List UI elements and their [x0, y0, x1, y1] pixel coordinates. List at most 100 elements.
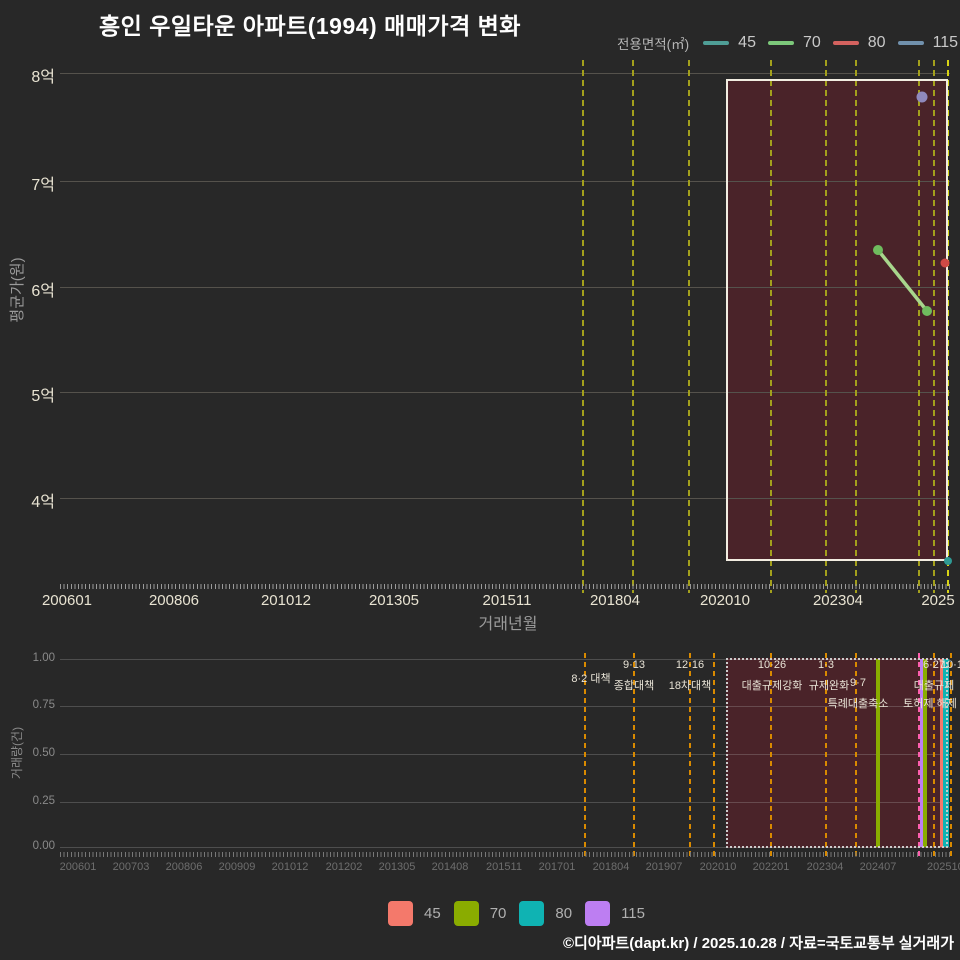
policy-annotation: 6·27	[922, 659, 946, 671]
policy-guideline	[825, 60, 827, 593]
legend-item-label: 45	[738, 34, 756, 51]
legend-item-label: 45	[424, 905, 441, 922]
price-highlight-box-fill	[726, 79, 948, 561]
volume-x-tick-label: 202201	[752, 861, 790, 873]
price-legend-item: 115	[897, 34, 959, 52]
price-x-tick-label: 201511	[482, 592, 532, 609]
volume-x-tick-label: 201511	[486, 861, 522, 873]
legend-item-label: 115	[932, 34, 959, 51]
policy-guideline	[632, 60, 634, 593]
volume-x-tick-label: 202510	[927, 861, 960, 873]
price-x-tick-label: 200806	[148, 592, 200, 609]
legend-item-label: 80	[555, 905, 573, 922]
legend-line-swatch	[897, 41, 924, 45]
volume-highlight-box-fill	[726, 658, 948, 848]
policy-annotation: 특례대출축소	[827, 698, 889, 710]
volume-x-tickstrip	[60, 852, 950, 857]
policy-guideline	[933, 60, 935, 593]
volume-x-tick-label: 201701	[538, 861, 576, 873]
price-x-tick-label: 201305	[368, 592, 420, 609]
volume-gridline	[60, 846, 950, 848]
volume-legend-item: 45	[388, 901, 441, 926]
policy-guideline	[855, 60, 857, 593]
price-x-tick-label: 201804	[589, 592, 641, 609]
policy-guideline	[770, 60, 772, 593]
policy-annotation: 10·15	[940, 659, 960, 671]
volume-y-tick-label: 1.00	[32, 652, 55, 664]
price-x-tick-label: 202010	[699, 592, 751, 609]
policy-guideline	[689, 653, 691, 858]
legend-square-swatch	[453, 901, 479, 926]
volume-x-tick-label: 200909	[218, 861, 256, 873]
volume-y-tick-label: 0.75	[32, 699, 55, 711]
policy-guideline	[947, 60, 949, 593]
policy-annotation: 12·16	[675, 659, 705, 671]
legend-line-swatch	[703, 41, 730, 45]
volume-bar-115	[919, 659, 923, 847]
volume-gridline	[60, 705, 950, 707]
policy-guideline	[770, 653, 772, 858]
policy-guideline	[633, 653, 635, 858]
volume-bar-45	[939, 659, 943, 847]
price-highlight-box-border	[726, 79, 948, 561]
policy-annotation: 대출규제	[913, 680, 955, 692]
policy-guideline	[688, 60, 690, 593]
volume-legend-item: 115	[585, 901, 645, 926]
legend-line-swatch	[767, 41, 794, 45]
policy-guideline	[950, 653, 952, 858]
price-gridline	[60, 391, 950, 393]
volume-x-tick-label: 201202	[325, 861, 363, 873]
policy-annotation: 9·7	[850, 677, 866, 689]
price-x-tick-label: 2025	[921, 592, 955, 609]
volume-x-tick-label: 201408	[431, 861, 469, 873]
price-gridline	[60, 497, 950, 499]
policy-annotation: 8·2 대책	[571, 673, 611, 685]
volume-legend: 45 70 80 115	[388, 901, 645, 926]
legend-square-swatch	[585, 901, 611, 926]
volume-gridline	[60, 658, 950, 660]
footer-credit: ©디아파트(dapt.kr) / 2025.10.28 / 자료=국토교통부 실…	[562, 935, 954, 952]
volume-x-tick-label: 202304	[806, 861, 844, 873]
legend-item-label: 80	[867, 34, 886, 51]
volume-x-tick-label: 201907	[645, 861, 683, 873]
price-y-tick-label: 4억	[31, 494, 55, 511]
price-legend: 전용면적(㎡) 45 70 80 115	[617, 31, 958, 55]
legend-square-swatch	[519, 901, 545, 926]
volume-x-tick-label: 200806	[165, 861, 203, 873]
volume-highlight-box-border	[726, 658, 948, 848]
legend-line-swatch	[832, 41, 859, 45]
volume-x-tick-label: 202010	[699, 861, 737, 873]
price-legend-title: 전용면적(㎡)	[617, 37, 690, 52]
price-y-tick-label: 7억	[31, 177, 55, 194]
policy-guideline	[584, 653, 586, 858]
price-y-tick-label: 5억	[31, 388, 55, 405]
volume-legend-item: 80	[519, 901, 572, 926]
policy-annotation: 10·26	[757, 659, 787, 671]
volume-y-tick-label: 0.00	[32, 840, 55, 852]
price-x-tick-label: 200601	[41, 592, 93, 609]
policy-guideline	[825, 653, 827, 858]
volume-x-tick-label: 201012	[271, 861, 309, 873]
volume-x-tick-label: 200601	[59, 861, 97, 873]
volume-gridline	[60, 753, 950, 755]
legend-item-label: 70	[802, 34, 821, 51]
policy-guideline	[713, 653, 715, 858]
volume-bar-70	[876, 659, 880, 847]
price-y-tick-label: 8억	[31, 69, 55, 86]
price-x-tick-label: 202304	[812, 592, 864, 609]
policy-guideline	[918, 653, 920, 858]
volume-bar-70	[923, 659, 927, 847]
price-x-tickstrip	[60, 584, 950, 589]
legend-square-swatch	[388, 901, 413, 926]
price-y-tick-label: 6억	[31, 283, 55, 300]
volume-y-tick-label: 0.25	[32, 795, 55, 807]
policy-annotation: 18차대책	[668, 680, 712, 692]
page-title: 흥인 우일타운 아파트(1994) 매매가격 변화	[99, 13, 521, 39]
policy-annotation: 1·3	[818, 659, 834, 671]
volume-x-tick-label: 201804	[592, 861, 630, 873]
price-gridline	[60, 286, 950, 288]
volume-legend-item: 70	[453, 901, 506, 926]
price-x-tick-label: 201012	[260, 592, 312, 609]
volume-x-tick-label: 200703	[112, 861, 150, 873]
